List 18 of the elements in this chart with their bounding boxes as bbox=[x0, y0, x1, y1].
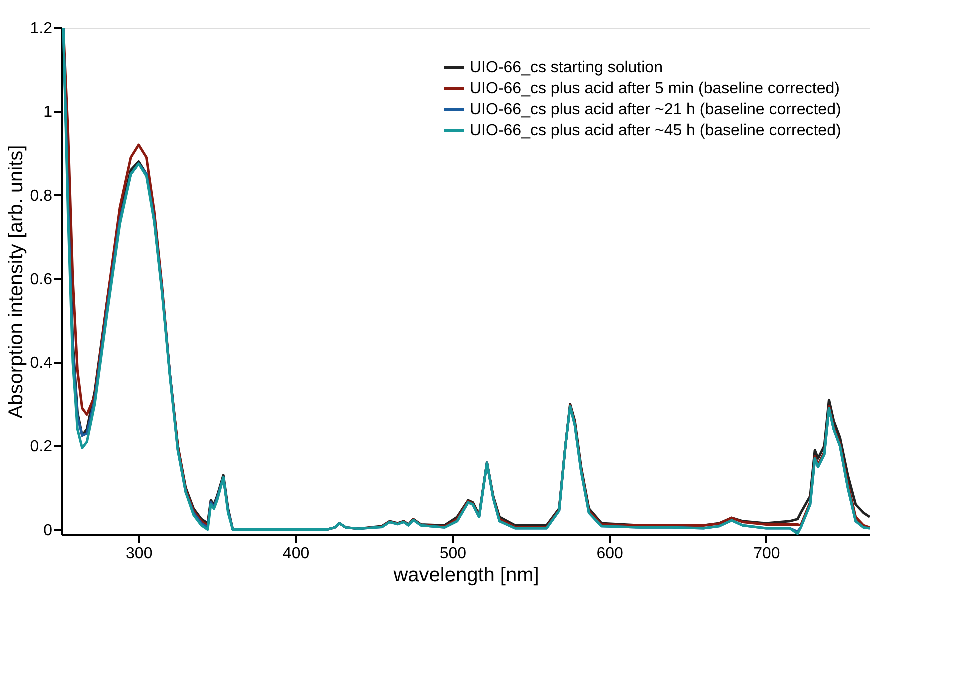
x-tick-label: 500 bbox=[440, 546, 467, 562]
y-tick-label: 0 bbox=[44, 522, 53, 540]
x-tick-label: 600 bbox=[596, 546, 624, 562]
y-tick-label: 1.2 bbox=[30, 20, 53, 38]
x-tick-label: 400 bbox=[282, 546, 310, 562]
legend-label: UIO-66_cs starting solution bbox=[470, 60, 663, 76]
y-tick-label: 0.2 bbox=[30, 438, 53, 456]
y-tick-label: 0.8 bbox=[30, 188, 53, 205]
x-axis-title: wavelength [nm] bbox=[392, 564, 540, 586]
legend-label: UIO-66_cs plus acid after 5 min (baseline corrected) bbox=[470, 80, 840, 98]
y-axis-title: Absorption intensity [arb. units] bbox=[5, 145, 28, 419]
y-tick-label: 0.4 bbox=[30, 355, 53, 372]
y-tick-label: 0.6 bbox=[30, 271, 53, 288]
legend-label: UIO-66_cs plus acid after ~45 h (baseline corrected) bbox=[470, 122, 842, 140]
y-tick-label: 1 bbox=[44, 104, 53, 122]
legend-label: UIO-66_cs plus acid after ~21 h (baseline corrected) bbox=[470, 102, 842, 118]
x-tick-label: 300 bbox=[126, 546, 153, 562]
x-tick-label: 700 bbox=[754, 546, 780, 562]
